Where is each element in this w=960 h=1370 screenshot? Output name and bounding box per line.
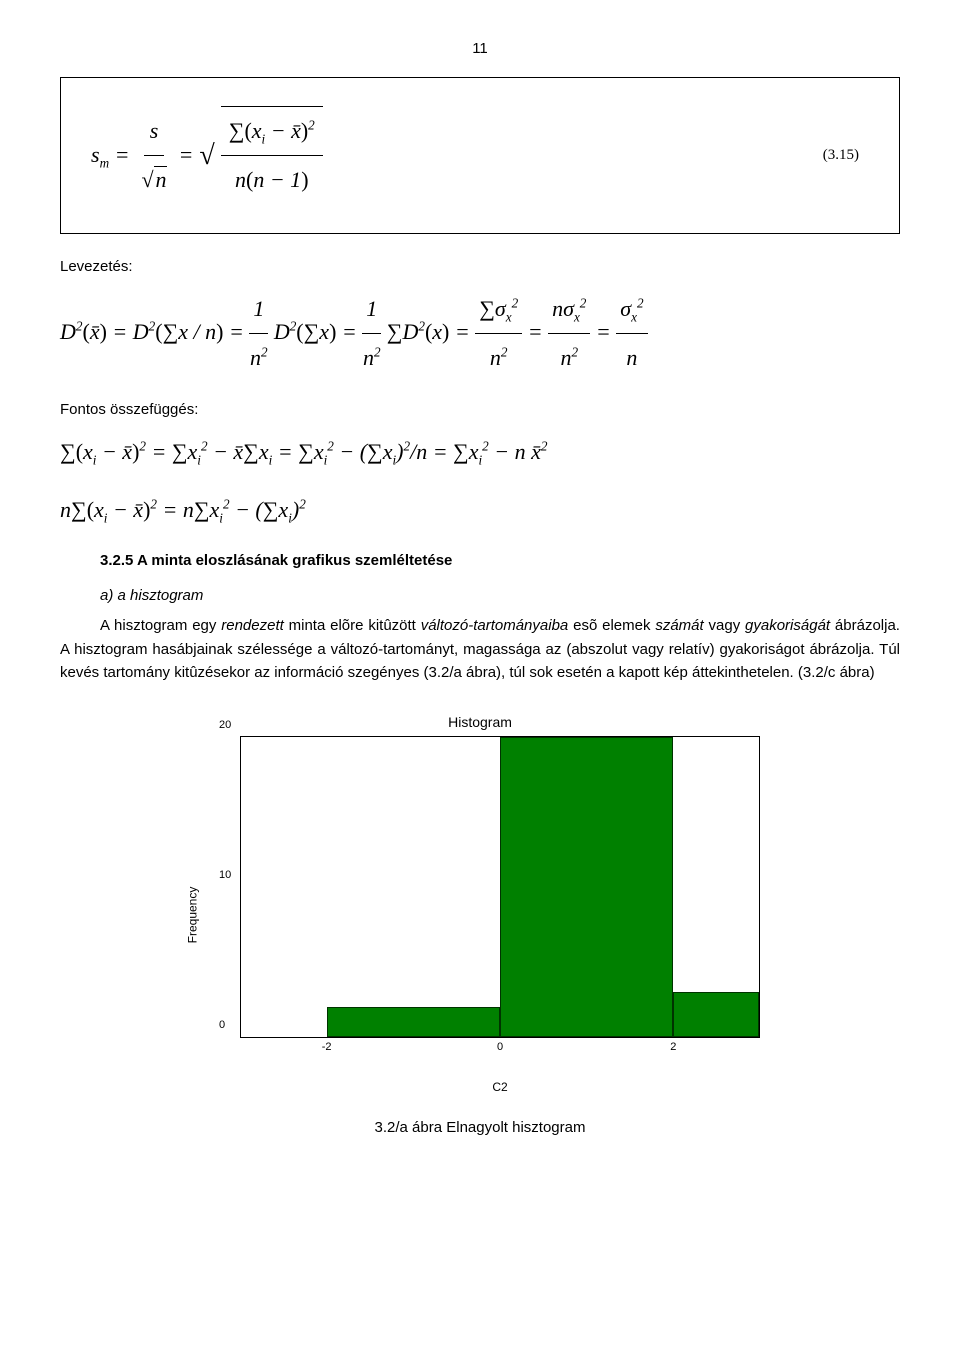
- chart-ylabel: Frequency: [185, 887, 199, 944]
- chart-xlabel: C2: [240, 1080, 760, 1094]
- paragraph: A hisztogram egy rendezett minta elõre k…: [60, 614, 900, 684]
- chart-xaxis: -2 0 2: [240, 1038, 760, 1062]
- derivation-label: Levezetés:: [60, 258, 900, 275]
- chart-ytick: 20: [219, 719, 231, 731]
- page-number: 11: [60, 40, 900, 57]
- chart-xtick: -2: [322, 1041, 332, 1053]
- formula-sm: sm = s √n = √ ∑(xi − x̄)2 n(n − 1): [91, 106, 323, 205]
- sub-a: a) a hisztogram: [100, 587, 900, 604]
- relation-formula-2: n∑(xi − x̄)2 = n∑xi2 − (∑xi)2: [60, 486, 900, 534]
- relation-formula-1: ∑(xi − x̄)2 = ∑xi2 − x̄∑xi = ∑xi2 − (∑xi…: [60, 428, 900, 476]
- formula-box: sm = s √n = √ ∑(xi − x̄)2 n(n − 1) (3.15…: [60, 77, 900, 234]
- chart-xtick: 0: [497, 1041, 503, 1053]
- chart-title: Histogram: [200, 714, 760, 730]
- relation-label: Fontos összefüggés:: [60, 401, 900, 418]
- histogram-chart: Histogram Frequency 01020 -202 C2: [200, 714, 760, 1094]
- chart-plot-area: 01020: [240, 736, 760, 1038]
- figure-caption: 3.2/a ábra Elnagyolt hisztogram: [60, 1119, 900, 1136]
- histogram-bar: [500, 737, 673, 1037]
- histogram-bar: [327, 1007, 500, 1037]
- chart-ytick: 10: [219, 869, 231, 881]
- section-heading: 3.2.5 A minta eloszlásának grafikus szem…: [100, 552, 900, 569]
- histogram-bar: [673, 992, 759, 1037]
- eq-number: (3.15): [823, 139, 869, 172]
- chart-xtick: 2: [670, 1041, 676, 1053]
- derivation-formula: D2(x̄) = D2(∑x / n) = 1 n2 D2(∑x) = 1 n2…: [60, 285, 900, 383]
- chart-ytick: 0: [219, 1019, 225, 1031]
